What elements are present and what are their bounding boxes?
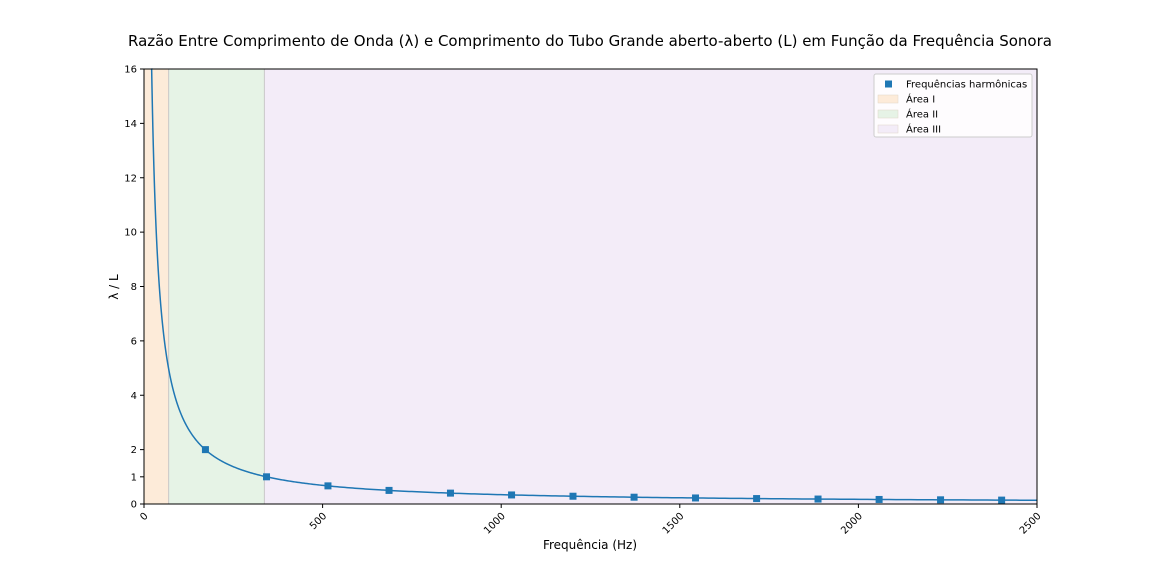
harmonic-point-8 [630,493,638,501]
legend-patch-icon [877,109,899,119]
harmonic-point-13 [937,496,945,504]
x-tick-label: 0 [138,511,150,523]
chart-title: Razão Entre Comprimento de Onda (λ) e Co… [128,32,1052,50]
region-area-2 [168,69,265,504]
y-tick-label: 4 [131,391,137,402]
x-tick-label: 2500 [1018,511,1044,537]
curve-layer [150,68,1038,502]
legend-item-area-3: Área III [906,123,941,136]
x-tick-label: 1500 [661,511,687,537]
y-tick-label: 14 [124,119,137,130]
harmonic-point-4 [385,486,393,494]
harmonic-point-1 [201,446,209,454]
curve-line [150,68,1038,502]
y-tick-label: 10 [124,228,137,239]
x-axis-ticks: 0 500 1000 1500 2000 2500 [138,504,1044,537]
y-tick-label: 6 [131,336,137,347]
legend-patch-icon [877,94,899,104]
regions-layer [144,69,1037,504]
legend-item-harmonics: Frequências harmônicas [906,79,1027,91]
legend-item-area-2: Área II [906,108,938,121]
legend-item-area-1: Área I [906,93,935,106]
region-area-1 [144,69,169,504]
y-tick-label: 12 [124,173,137,184]
x-tick-label: 2000 [839,511,865,537]
y-tick-label: 8 [131,282,137,293]
harmonic-point-10 [753,495,761,503]
harmonic-point-9 [692,494,700,502]
x-tick-label: 1000 [482,511,508,537]
legend: Frequências harmônicas Área I Área II Área … [873,73,1033,138]
y-tick-label: 2 [131,445,137,456]
x-tick-label: 500 [308,511,329,532]
harmonic-point-5 [446,489,454,497]
points-layer [201,446,1006,504]
harmonic-point-11 [814,495,822,503]
region-area-3 [264,69,1037,504]
y-tick-label: 0 [131,500,137,511]
legend-box [873,73,1033,138]
harmonic-point-7 [569,492,577,500]
harmonic-point-14 [998,496,1006,504]
y-tick-label: 1 [131,472,137,483]
y-tick-label: 16 [124,65,137,76]
legend-marker-icon [885,80,892,88]
harmonic-point-2 [263,473,271,481]
y-axis-label: λ / L [107,274,121,300]
harmonic-point-3 [324,482,332,490]
x-axis-label: Frequência (Hz) [543,538,637,552]
harmonic-point-12 [875,495,883,503]
harmonic-point-6 [508,491,516,499]
legend-patch-icon [877,124,899,134]
